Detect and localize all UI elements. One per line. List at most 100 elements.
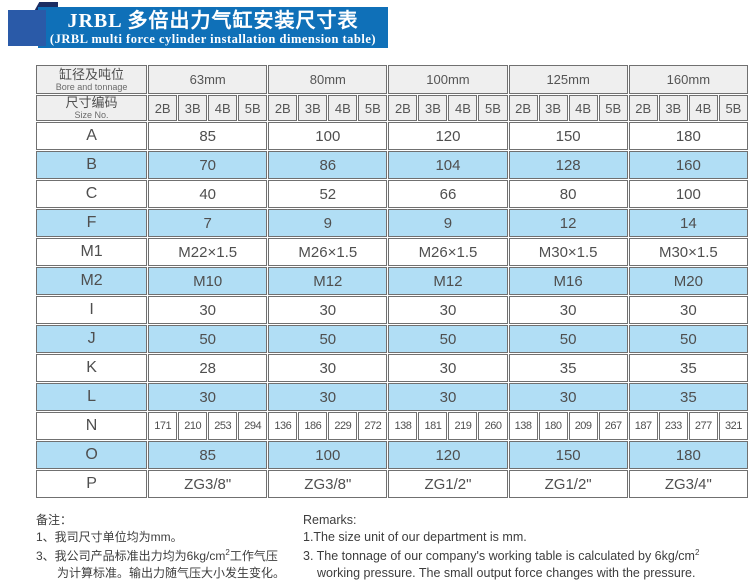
- table-cell: 180: [628, 122, 748, 150]
- row-label: N: [36, 412, 148, 440]
- corner-header-zh: 缸径及吨位: [59, 66, 125, 82]
- table-cell: 267: [598, 412, 628, 440]
- dimension-table: 缸径及吨位 Bore and tonnage 63mm 80mm 100mm 125mm 1…: [35, 64, 749, 499]
- table-cell: 35: [628, 383, 748, 411]
- table-cell: 171: [148, 412, 178, 440]
- table-cell: ZG3/8": [268, 470, 388, 498]
- table-cell: 219: [448, 412, 478, 440]
- table-row-L: L 30 30 30 30 35: [36, 383, 748, 411]
- row-label: B: [36, 151, 148, 179]
- table-cell: 100: [268, 441, 388, 469]
- corner-header: 缸径及吨位 Bore and tonnage: [36, 65, 148, 94]
- table-cell: 210: [178, 412, 208, 440]
- table-cell: 30: [148, 296, 268, 324]
- notes-zh-line2: 3、我公司产品标准出力均为6kg/cm2工作气压: [36, 545, 285, 565]
- table-cell: 86: [268, 151, 388, 179]
- sub-column-header: 5B: [478, 95, 508, 121]
- table-row-M2: M2 M10 M12 M12 M16 M20: [36, 267, 748, 295]
- bore-group-header: 100mm: [388, 65, 508, 94]
- notes-zh-line3: 为计算标准。输出力随气压大小发生变化。: [57, 565, 286, 580]
- table-cell: 260: [478, 412, 508, 440]
- row-label: M2: [36, 267, 148, 295]
- row-label: C: [36, 180, 148, 208]
- sub-column-header: 4B: [208, 95, 238, 121]
- size-no-header-row: 尺寸编码 Size No. 2B 3B 4B 5B 2B 3B 4B 5B 2B 3B 4B 5B 2B 3B…: [36, 95, 748, 121]
- table-cell: ZG3/4": [628, 470, 748, 498]
- sub-column-header: 5B: [358, 95, 388, 121]
- table-cell: 7: [148, 209, 268, 237]
- notes-en-line2-text: 3. The tonnage of our company's working …: [303, 549, 695, 564]
- notes-en-line2: 3. The tonnage of our company's working …: [303, 545, 750, 565]
- table-cell: 50: [268, 325, 388, 353]
- sub-column-header: 2B: [628, 95, 658, 121]
- page-subtitle: (JRBL multi force cylinder installation …: [49, 32, 377, 46]
- table-cell: 35: [628, 354, 748, 382]
- table-cell: M12: [388, 267, 508, 295]
- table-cell: 50: [388, 325, 508, 353]
- table-cell: M26×1.5: [268, 238, 388, 266]
- sub-column-header: 5B: [718, 95, 748, 121]
- table-row-B: B 70 86 104 128 160: [36, 151, 748, 179]
- table-cell: ZG1/2": [508, 470, 628, 498]
- table-cell: 160: [628, 151, 748, 179]
- sub-column-header: 2B: [148, 95, 178, 121]
- table-row-C: C 40 52 66 80 100: [36, 180, 748, 208]
- table-cell: 229: [328, 412, 358, 440]
- table-cell: 180: [538, 412, 568, 440]
- notes-zh-superscript: 2: [225, 548, 230, 557]
- table-cell: M30×1.5: [628, 238, 748, 266]
- notes-en-line3: working pressure. The small output force…: [317, 565, 696, 580]
- table-row-O: O 85 100 120 150 180: [36, 441, 748, 469]
- table-cell: 233: [658, 412, 688, 440]
- table-cell: 28: [148, 354, 268, 382]
- table-cell: 100: [628, 180, 748, 208]
- notes-en-line1: 1.The size unit of our department is mm.: [303, 529, 527, 544]
- table-row-K: K 28 30 30 35 35: [36, 354, 748, 382]
- bore-group-header: 160mm: [628, 65, 748, 94]
- table-cell: 150: [508, 441, 628, 469]
- table-cell: 104: [388, 151, 508, 179]
- table-cell: 30: [388, 296, 508, 324]
- table-cell: 52: [268, 180, 388, 208]
- table-row-A: A 85 100 120 150 180: [36, 122, 748, 150]
- table-cell: 30: [508, 383, 628, 411]
- table-cell: 9: [388, 209, 508, 237]
- sub-column-header: 5B: [238, 95, 268, 121]
- notes-zh-line1: 1、我司尺寸单位均为mm。: [36, 529, 183, 544]
- table-cell: 50: [628, 325, 748, 353]
- table-cell: 120: [388, 441, 508, 469]
- table-cell: M30×1.5: [508, 238, 628, 266]
- title-banner: JRBL 多倍出力气缸安装尺寸表 (JRBL multi force cylin…: [38, 7, 388, 48]
- row-label: I: [36, 296, 148, 324]
- table-row-I: I 30 30 30 30 30: [36, 296, 748, 324]
- banner-square-decoration: [8, 10, 46, 46]
- table-cell: 138: [388, 412, 418, 440]
- table-row-P: P ZG3/8" ZG3/8" ZG1/2" ZG1/2" ZG3/4": [36, 470, 748, 498]
- table-cell: 294: [238, 412, 268, 440]
- table-cell: M20: [628, 267, 748, 295]
- sub-column-header: 4B: [568, 95, 598, 121]
- table-row-M1: M1 M22×1.5 M26×1.5 M26×1.5 M30×1.5 M30×1.5: [36, 238, 748, 266]
- sub-column-header: 3B: [298, 95, 328, 121]
- notes-en-superscript: 2: [694, 548, 700, 557]
- row-label: K: [36, 354, 148, 382]
- table-cell: M22×1.5: [148, 238, 268, 266]
- bore-group-header: 80mm: [268, 65, 388, 94]
- sub-column-header: 3B: [178, 95, 208, 121]
- notes-chinese: 备注： 1、我司尺寸单位均为mm。 3、我公司产品标准出力均为6kg/cm2工作…: [36, 512, 285, 581]
- notes-english: Remarks: 1.The size unit of our departme…: [303, 512, 750, 581]
- table-row-F: F 7 9 9 12 14: [36, 209, 748, 237]
- page-title: JRBL 多倍出力气缸安装尺寸表: [67, 10, 359, 32]
- sub-column-header: 2B: [388, 95, 418, 121]
- table-cell: M16: [508, 267, 628, 295]
- notes-en-heading: Remarks:: [303, 513, 357, 527]
- table-cell: 321: [718, 412, 748, 440]
- table-cell: 30: [268, 296, 388, 324]
- size-no-header-zh: 尺寸编码: [65, 95, 118, 110]
- row-label: P: [36, 470, 148, 498]
- table-cell: 181: [418, 412, 448, 440]
- table-cell: 30: [268, 354, 388, 382]
- row-label: J: [36, 325, 148, 353]
- table-cell: 30: [508, 296, 628, 324]
